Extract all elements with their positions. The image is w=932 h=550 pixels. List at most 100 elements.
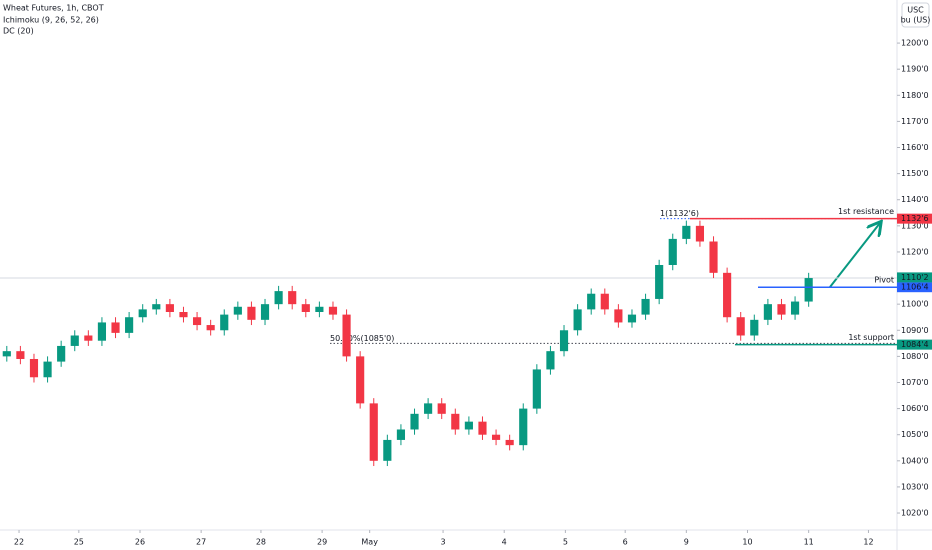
candle-body [301,304,310,312]
candle-body [532,369,541,409]
x-tick-label: 9 [684,538,689,547]
candle-body [790,301,800,315]
candle-body [138,309,147,318]
fib-label: 1(1132'6) [660,209,699,218]
x-tick-label: 25 [74,538,84,547]
candle-body [369,403,378,461]
candle-body [695,225,705,242]
candle-body [627,314,637,323]
candle-body [206,325,215,331]
candle-body [519,408,528,446]
indicator-label: DC (20) [3,27,34,36]
candle-body [777,304,786,315]
candle-body [16,351,25,359]
projection-arrow [829,223,880,288]
price-tag-label: 1106'4 [901,283,929,292]
candle-body [559,330,569,352]
y-tick-label: 1130'0 [901,221,929,230]
fib-label: 50.00%(1085'0) [330,334,394,343]
x-tick-label: 28 [256,538,266,547]
candle-body [546,351,555,370]
candle-body [736,317,745,336]
unit-box[interactable] [901,2,930,28]
candle-body [804,278,813,302]
candle-body [437,403,446,414]
level-label: 1st resistance [838,207,894,216]
candle-body [451,413,460,430]
candle-body [2,351,11,357]
candle-body [57,345,66,362]
y-tick-label: 1140'0 [901,195,929,204]
candle-body [505,439,514,446]
x-tick-label: 29 [317,538,327,547]
candle-body [424,403,433,414]
candle-body [111,322,120,333]
candle-body [682,225,691,239]
candle-body [410,413,419,430]
y-tick-label: 1060'0 [901,404,929,413]
candle-body [97,322,107,341]
candle-body [152,304,161,310]
y-tick-label: 1180'0 [901,91,929,100]
candle-body [573,309,582,331]
candle-body [220,314,229,331]
y-tick-label: 1200'0 [901,39,929,48]
candle-body [614,309,623,323]
candle-body [723,272,732,318]
candle-body [356,356,365,404]
level-label: Pivot [874,276,894,285]
last-price-tag [897,272,932,283]
candle-body [709,241,718,273]
candle-body [165,304,174,312]
price-tag [897,282,932,293]
candle-body [600,293,609,310]
price-tag [897,339,932,350]
level-label: 1st support [848,333,894,342]
y-tick-label: 1100'0 [901,300,929,309]
candle-body [233,306,242,315]
candle-body [247,306,256,320]
candle-body [192,317,202,326]
indicator-label: Ichimoku (9, 26, 52, 26) [3,16,99,25]
candle-body [288,291,297,305]
candle-body [641,298,650,315]
x-tick-label: 22 [14,538,24,547]
candle-body [383,439,392,461]
y-tick-label: 1070'0 [901,378,929,387]
candle-body [668,238,677,265]
candle-body [260,304,270,320]
y-tick-label: 1040'0 [901,456,929,465]
candle-body [587,293,596,310]
x-tick-label: 3 [441,538,446,547]
price-tag-label: 1084'4 [901,340,929,349]
candle-body [342,314,351,357]
candle-body [655,265,664,299]
x-tick-label: May [361,538,378,547]
price-tag [897,213,932,224]
unit: bu (US) [901,16,931,25]
x-tick-label: 27 [196,538,206,547]
candle-body [43,361,52,378]
candle-body [29,358,39,378]
candle-body [750,319,759,336]
y-tick-label: 1090'0 [901,326,929,335]
y-tick-label: 1030'0 [901,482,929,491]
currency-unit: USC [907,6,924,15]
candle-body [464,421,473,430]
price-tag-label: 1132'6 [901,214,929,223]
candle-body [328,306,338,315]
y-tick-label: 1080'0 [901,352,929,361]
candle-body [315,306,324,312]
x-tick-label: 4 [502,538,507,547]
x-tick-label: 10 [742,538,752,547]
x-tick-label: 11 [804,538,814,547]
candle-body [179,311,188,318]
candle-body [396,429,406,440]
y-tick-label: 1050'0 [901,430,929,439]
candle-body [70,335,79,346]
x-tick-label: 12 [863,538,873,547]
y-tick-label: 1170'0 [901,117,929,126]
candle-body [763,304,772,320]
